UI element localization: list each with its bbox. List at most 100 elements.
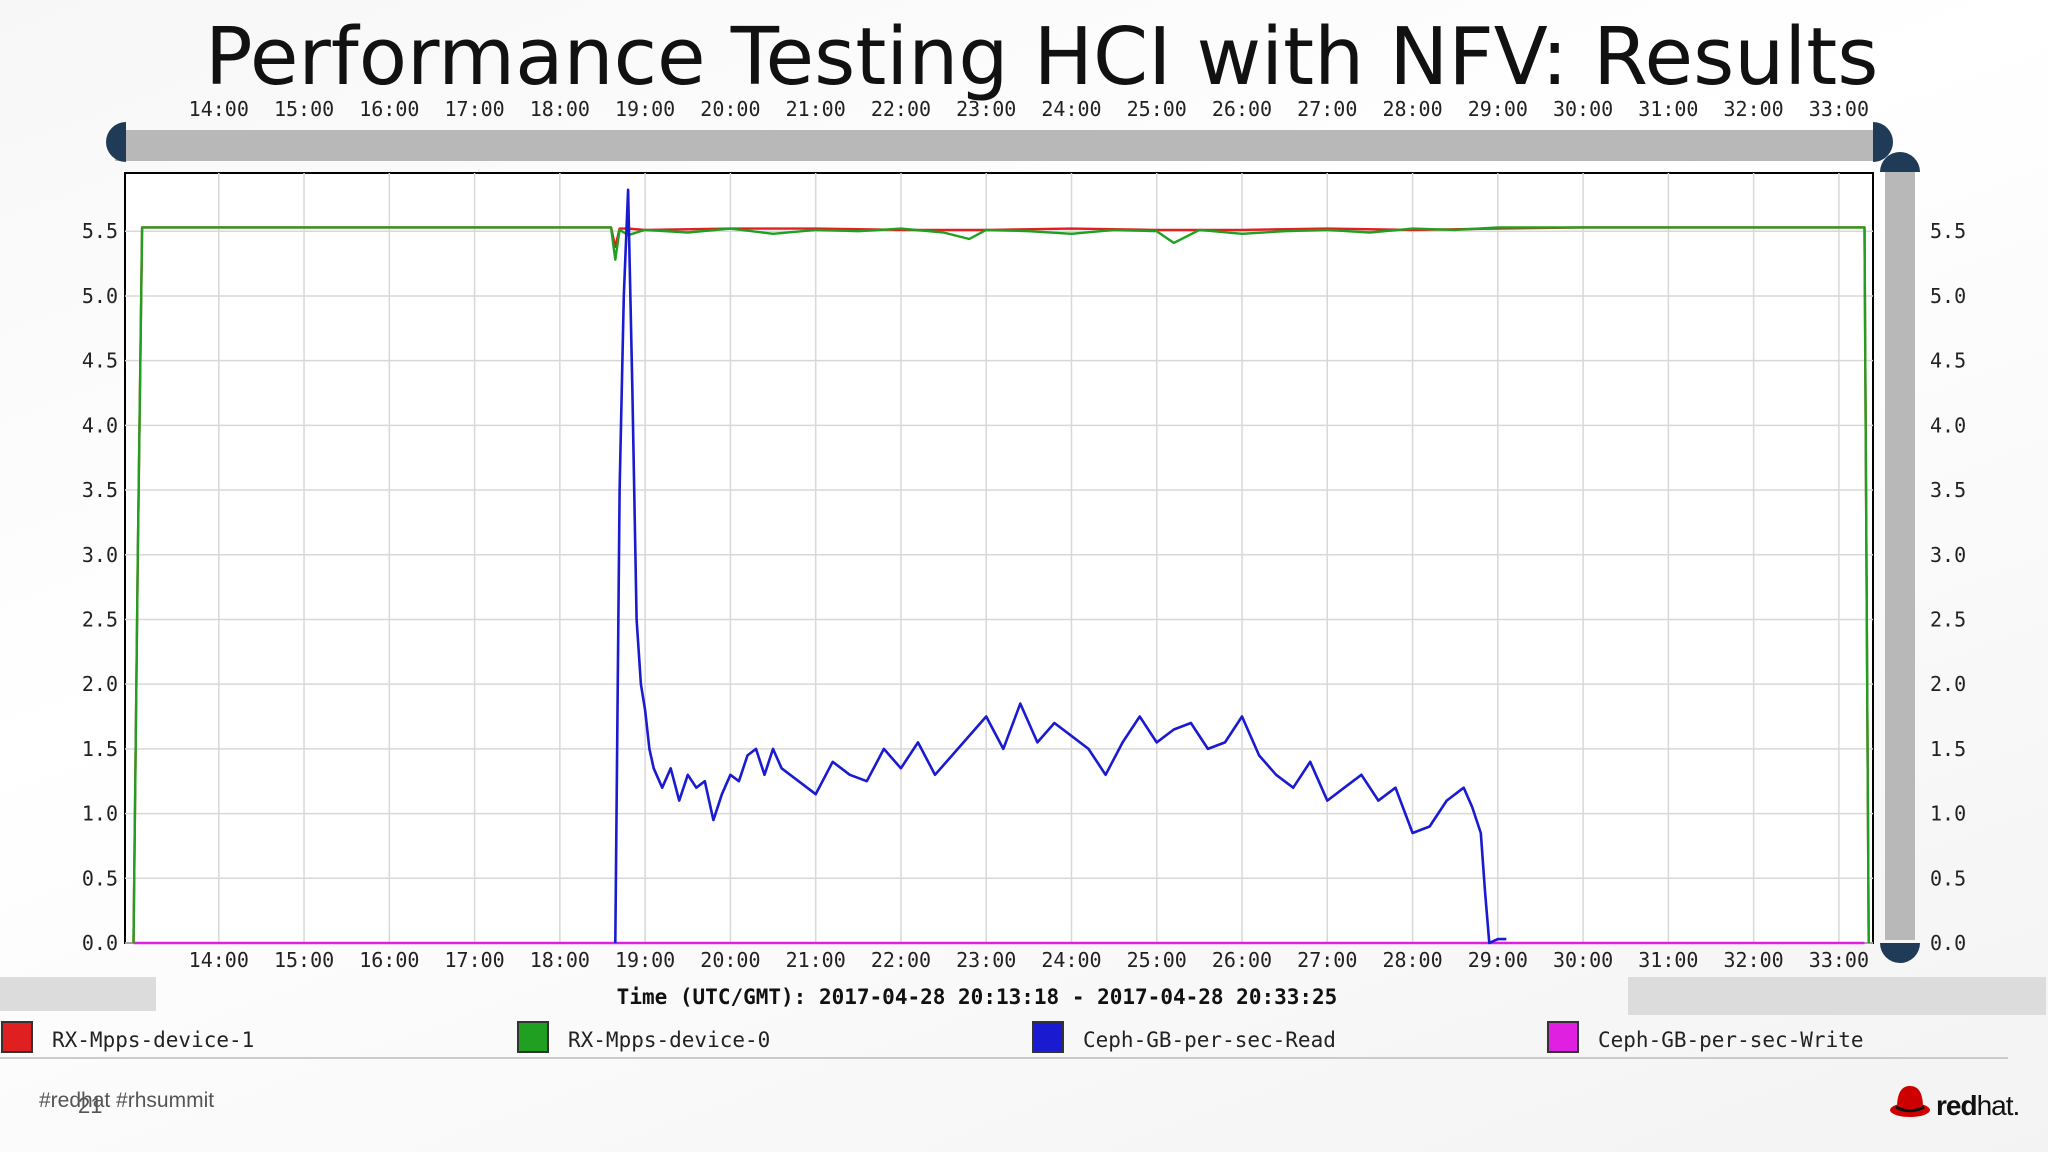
footer-hashtags: #redhat #rhsummit xyxy=(39,1089,215,1112)
top-x-tick-label: 27:00 xyxy=(1297,97,1357,121)
top-x-tick-label: 21:00 xyxy=(786,97,846,121)
top-x-tick-label: 32:00 xyxy=(1724,97,1784,121)
legend: RX-Mpps-device-1 RX-Mpps-device-0 Ceph-GB-… xyxy=(1,1021,1864,1053)
x-tick-label: 14:00 xyxy=(189,948,249,972)
y-tick-label-left: 4.0 xyxy=(82,413,118,437)
top-x-tick-label: 31:00 xyxy=(1638,97,1698,121)
x-tick-label: 28:00 xyxy=(1382,948,1442,972)
legend-item[interactable]: RX-Mpps-device-0 xyxy=(517,1021,770,1053)
top-x-tick-label: 26:00 xyxy=(1212,97,1272,121)
legend-item[interactable]: Ceph-GB-per-sec-Write xyxy=(1547,1021,1864,1053)
legend-label: RX-Mpps-device-1 xyxy=(52,1028,254,1052)
y-tick-label-left: 4.5 xyxy=(82,349,118,373)
y-tick-label-right: 1.5 xyxy=(1930,737,1966,761)
legend-item[interactable]: Ceph-GB-per-sec-Read xyxy=(1032,1021,1336,1053)
x-tick-label: 17:00 xyxy=(444,948,504,972)
right-range-slider[interactable] xyxy=(1880,152,1920,963)
legend-swatch[interactable] xyxy=(517,1021,549,1053)
y-tick-label-right: 2.0 xyxy=(1930,672,1966,696)
redhat-logo-icon xyxy=(1890,1086,1930,1117)
top-slider-left-handle[interactable] xyxy=(106,122,126,162)
top-x-tick-label: 20:00 xyxy=(700,97,760,121)
y-tick-label-right: 2.5 xyxy=(1930,607,1966,631)
x-tick-label: 21:00 xyxy=(786,948,846,972)
x-tick-label: 29:00 xyxy=(1468,948,1528,972)
top-x-tick-label: 25:00 xyxy=(1127,97,1187,121)
x-tick-label: 23:00 xyxy=(956,948,1016,972)
top-x-tick-label: 23:00 xyxy=(956,97,1016,121)
x-tick-label: 26:00 xyxy=(1212,948,1272,972)
top-x-tick-label: 19:00 xyxy=(615,97,675,121)
y-tick-label-right: 4.0 xyxy=(1930,413,1966,437)
top-slider-right-handle[interactable] xyxy=(1873,122,1893,162)
y-tick-label-left: 0.0 xyxy=(82,931,118,955)
top-x-tick-label: 14:00 xyxy=(189,97,249,121)
legend-swatch[interactable] xyxy=(1032,1021,1064,1053)
legend-item[interactable]: RX-Mpps-device-1 xyxy=(1,1021,254,1053)
legend-swatch[interactable] xyxy=(1547,1021,1579,1053)
y-tick-label-right: 3.0 xyxy=(1930,543,1966,567)
x-tick-label: 24:00 xyxy=(1041,948,1101,972)
top-x-tick-label: 17:00 xyxy=(444,97,504,121)
top-x-tick-label: 24:00 xyxy=(1041,97,1101,121)
top-slider-track[interactable] xyxy=(115,130,1875,161)
bottom-x-axis: 14:00 15:00 16:00 17:00 18:00 19:00 20:00 21:00… xyxy=(189,948,1869,972)
redhat-logo-text: redhat. xyxy=(1936,1090,2020,1121)
y-tick-label-right: 1.0 xyxy=(1930,802,1966,826)
legend-label: Ceph-GB-per-sec-Write xyxy=(1598,1028,1864,1052)
y-tick-label-right: 5.0 xyxy=(1930,284,1966,308)
x-axis-title: Time (UTC/GMT): 2017-04-28 20:13:18 - 20… xyxy=(617,985,1338,1009)
top-range-slider[interactable] xyxy=(106,122,1893,162)
left-y-axis: 0.0 0.5 1.0 1.5 2.0 2.5 3.0 3.5 4.0 4.5 5.0 5.5 xyxy=(82,219,118,955)
series-layer xyxy=(132,188,1870,945)
y-tick-label-right: 5.5 xyxy=(1930,219,1966,243)
x-tick-label: 32:00 xyxy=(1724,948,1784,972)
y-tick-label-left: 2.5 xyxy=(82,607,118,631)
top-x-tick-label: 28:00 xyxy=(1382,97,1442,121)
y-tick-label-left: 3.5 xyxy=(82,478,118,502)
y-tick-label-left: 3.0 xyxy=(82,543,118,567)
x-tick-label: 15:00 xyxy=(274,948,334,972)
right-slider-bottom-handle[interactable] xyxy=(1880,943,1920,963)
top-x-tick-label: 18:00 xyxy=(530,97,590,121)
right-y-axis: 0.0 0.5 1.0 1.5 2.0 2.5 3.0 3.5 4.0 4.5 5.0 5.5 xyxy=(1930,219,1966,955)
top-x-tick-label: 33:00 xyxy=(1809,97,1869,121)
y-tick-label-left: 5.0 xyxy=(82,284,118,308)
plot-area xyxy=(124,172,1874,944)
y-tick-label-left: 1.5 xyxy=(82,737,118,761)
top-x-tick-label: 16:00 xyxy=(359,97,419,121)
y-tick-label-right: 0.0 xyxy=(1930,931,1966,955)
y-tick-label-left: 2.0 xyxy=(82,672,118,696)
right-scroll-bar[interactable] xyxy=(1628,977,2046,1015)
slide-title: Performance Testing HCI with NFV: Result… xyxy=(205,11,1879,103)
legend-label: RX-Mpps-device-0 xyxy=(568,1028,770,1052)
x-tick-label: 33:00 xyxy=(1809,948,1869,972)
y-tick-label-left: 0.5 xyxy=(82,866,118,890)
top-x-tick-label: 29:00 xyxy=(1468,97,1528,121)
y-tick-label-left: 1.0 xyxy=(82,802,118,826)
y-tick-label-right: 4.5 xyxy=(1930,349,1966,373)
legend-label: Ceph-GB-per-sec-Read xyxy=(1083,1028,1336,1052)
page-number: 21 xyxy=(78,1093,103,1118)
series-line-Ceph-GB-per-sec-Read xyxy=(614,188,1507,945)
x-tick-label: 19:00 xyxy=(615,948,675,972)
right-slider-top-handle[interactable] xyxy=(1880,152,1920,172)
right-slider-track[interactable] xyxy=(1885,170,1915,940)
redhat-logo: redhat. xyxy=(1888,1080,2048,1130)
x-tick-label: 22:00 xyxy=(871,948,931,972)
x-tick-label: 27:00 xyxy=(1297,948,1357,972)
legend-swatch[interactable] xyxy=(1,1021,33,1053)
top-x-tick-label: 22:00 xyxy=(871,97,931,121)
x-tick-label: 18:00 xyxy=(530,948,590,972)
x-tick-label: 16:00 xyxy=(359,948,419,972)
top-x-tick-label: 15:00 xyxy=(274,97,334,121)
x-tick-label: 31:00 xyxy=(1638,948,1698,972)
y-tick-label-left: 5.5 xyxy=(82,219,118,243)
top-time-axis: 14:00 15:00 16:00 17:00 18:00 19:00 20:00 21:00… xyxy=(189,97,1869,121)
left-scroll-bar[interactable] xyxy=(0,977,156,1011)
x-tick-label: 25:00 xyxy=(1127,948,1187,972)
x-tick-label: 30:00 xyxy=(1553,948,1613,972)
y-tick-label-right: 3.5 xyxy=(1930,478,1966,502)
x-tick-label: 20:00 xyxy=(700,948,760,972)
